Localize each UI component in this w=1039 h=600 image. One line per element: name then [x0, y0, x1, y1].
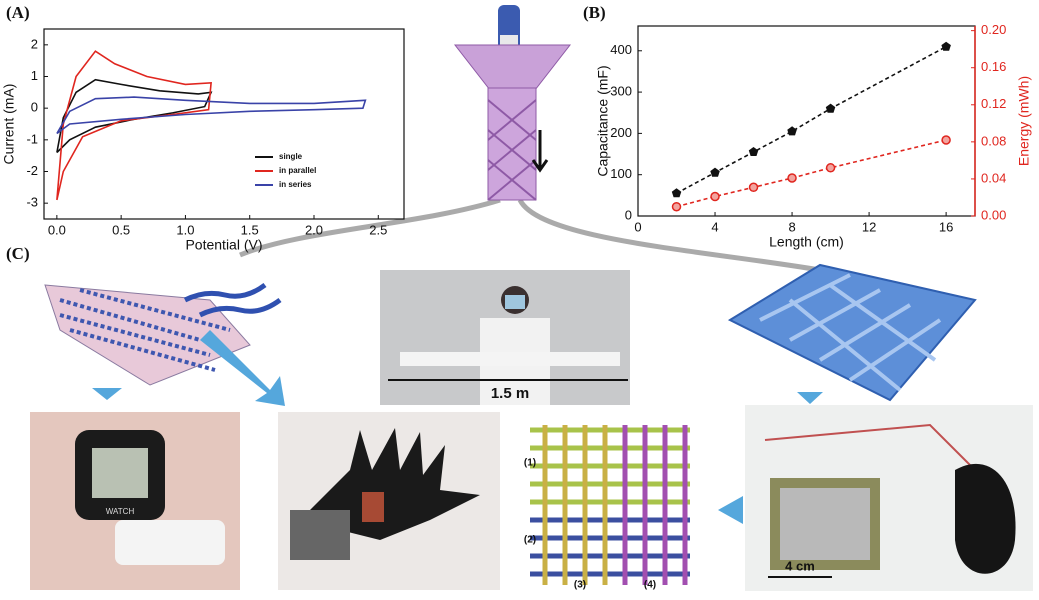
x-tick-label: 4	[711, 219, 718, 234]
legend-label: single	[279, 152, 303, 161]
x-tick-label: 0.5	[112, 222, 130, 237]
fabric-device	[44, 282, 285, 406]
y-axis-label: Capacitance (mF)	[595, 65, 611, 176]
y2-tick-label: 0.20	[981, 22, 1006, 37]
marker	[671, 188, 682, 198]
y-axis-label: Current (mA)	[1, 84, 17, 165]
panel-label: (B)	[583, 3, 606, 22]
x-tick-label: 0.0	[48, 222, 66, 237]
y2-tick-label: 0.08	[981, 133, 1006, 148]
photo-person	[380, 270, 630, 405]
plot-frame	[637, 25, 976, 217]
scale-label: 4 cm	[785, 558, 815, 573]
marker	[787, 126, 797, 136]
x-tick-label: 2.5	[369, 222, 387, 237]
marker	[941, 41, 951, 51]
region-label: (1)	[524, 458, 536, 469]
marker	[748, 147, 759, 156]
panel-label: (C)	[6, 244, 30, 263]
y-tick-label: 300	[610, 84, 632, 99]
y-tick-label: -1	[26, 131, 38, 146]
series-line	[56, 96, 367, 135]
panel-label: (A)	[6, 3, 30, 22]
y2-axis-label: Energy (mWh)	[1016, 76, 1032, 166]
x-tick-label: 16	[939, 219, 953, 234]
knit-fabric	[718, 263, 977, 524]
y2-tick-label: 0.16	[981, 59, 1006, 74]
watch-label: WATCH	[106, 507, 135, 516]
series-line	[676, 45, 947, 195]
y2-tick-label: 0.12	[981, 96, 1006, 111]
region-label: (2)	[524, 535, 536, 546]
y-tick-label: 1	[31, 68, 38, 83]
x-tick-label: 0	[634, 219, 641, 234]
marker	[710, 167, 720, 177]
woven-grid	[518, 422, 698, 587]
marker	[671, 201, 682, 212]
x-tick-label: 1.5	[241, 222, 259, 237]
y-tick-label: 2	[31, 36, 38, 51]
marker	[825, 103, 836, 113]
fiber-sleeve	[453, 5, 572, 201]
marker	[748, 182, 759, 193]
legend-label: in parallel	[279, 166, 316, 175]
legend-label: in series	[279, 180, 312, 189]
x-tick-label: 12	[862, 219, 876, 234]
x-tick-label: 2.0	[305, 222, 323, 237]
region-label: (3)	[574, 580, 586, 591]
wire	[239, 197, 821, 273]
series-line	[56, 50, 212, 201]
y-tick-label: -3	[26, 195, 38, 210]
photo-glove	[278, 412, 500, 590]
marker	[787, 173, 797, 183]
x-axis-label: Length (cm)	[769, 234, 844, 250]
span-label: 1.5 m	[491, 385, 529, 402]
photo-watch	[30, 412, 240, 590]
y-tick-label: 0	[625, 207, 632, 222]
marker	[710, 191, 720, 202]
y2-tick-label: 0.04	[981, 170, 1006, 185]
x-tick-label: 8	[788, 219, 795, 234]
x-axis-label: Potential (V)	[185, 237, 262, 253]
x-tick-label: 1.0	[176, 222, 194, 237]
series-line	[676, 139, 947, 208]
series-line	[56, 78, 213, 154]
y2-tick-label: 0.00	[981, 207, 1006, 222]
region-label: (4)	[644, 580, 656, 591]
y-tick-label: 400	[610, 42, 632, 57]
y-tick-label: 200	[610, 125, 632, 140]
y-tick-label: 0	[31, 100, 38, 115]
y-tick-label: 100	[610, 166, 632, 181]
marker	[825, 163, 836, 173]
photo-device	[745, 405, 1033, 591]
y-tick-label: -2	[26, 163, 38, 178]
marker	[941, 135, 951, 145]
plot-frame	[43, 28, 405, 220]
